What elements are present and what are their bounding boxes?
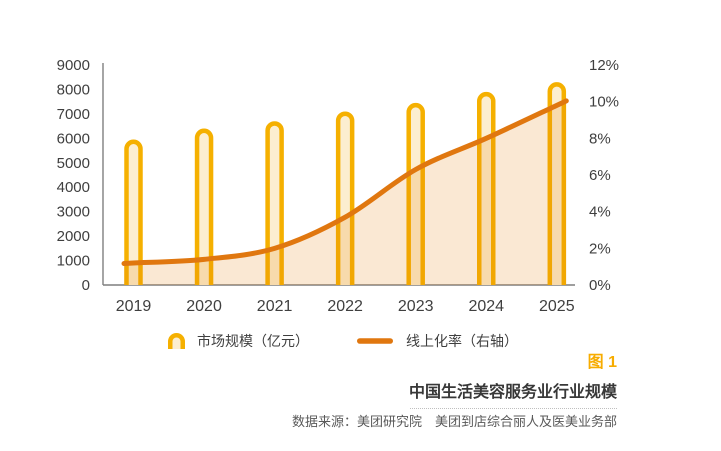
svg-text:3000: 3000: [57, 204, 90, 221]
left-axis-labels: 0 1000 2000 3000 4000 5000 6000 7000 8000 9000: [57, 57, 90, 294]
svg-text:2000: 2000: [57, 228, 90, 245]
svg-text:6000: 6000: [57, 130, 90, 147]
svg-text:1000: 1000: [57, 253, 90, 270]
chart-legend: 市场规模（亿元） 线上化率（右轴）: [0, 331, 721, 351]
bar-2023: [406, 102, 425, 285]
figure-source: 数据来源：美团研究院 美团到店综合丽人及医美业务部: [291, 414, 617, 429]
figure-caption: 图 1 中国生活美容服务业行业规模 数据来源：美团研究院 美团到店综合丽人及医美…: [217, 353, 617, 431]
svg-text:2021: 2021: [257, 298, 293, 315]
svg-text:0: 0: [82, 277, 90, 294]
svg-text:9000: 9000: [57, 57, 90, 74]
online-rate-line: [121, 98, 569, 266]
bar-legend-icon: [168, 333, 185, 349]
bar-2021: [265, 121, 284, 285]
bar-series: [124, 82, 567, 285]
legend-label-market-size: 市场规模（亿元）: [197, 333, 309, 349]
svg-text:2020: 2020: [186, 298, 222, 315]
svg-text:2025: 2025: [539, 298, 575, 315]
svg-text:8%: 8%: [589, 130, 611, 147]
bar-2020: [194, 128, 214, 285]
svg-text:2022: 2022: [327, 298, 363, 315]
x-axis-labels: 2019 2020 2021 2022 2023 2024 2025: [116, 298, 575, 315]
svg-text:8000: 8000: [57, 81, 90, 98]
svg-text:2024: 2024: [468, 298, 504, 315]
svg-text:2%: 2%: [589, 240, 611, 257]
legend-item-market-size: 市场规模（亿元）: [168, 332, 309, 350]
bar-2019: [124, 139, 143, 285]
svg-text:6%: 6%: [589, 167, 611, 184]
caption-divider: [410, 408, 617, 409]
legend-item-online-rate: 线上化率（右轴）: [356, 332, 518, 350]
figure-number-label: 图 1: [587, 354, 617, 371]
right-axis-labels: 0% 2% 4% 6% 8% 10% 12%: [589, 57, 619, 294]
svg-text:4000: 4000: [57, 179, 90, 196]
bar-2025: [547, 82, 567, 285]
svg-text:4%: 4%: [589, 204, 611, 221]
legend-label-online-rate: 线上化率（右轴）: [406, 333, 518, 349]
svg-text:7000: 7000: [57, 106, 90, 123]
line-area-fill: [124, 100, 567, 285]
figure-title: 中国生活美容服务业行业规模: [408, 384, 617, 401]
svg-text:0%: 0%: [589, 277, 611, 294]
combo-chart: 0 1000 2000 3000 4000 5000 6000 7000 8000 9000 0% 2…: [57, 57, 619, 315]
line-legend-icon: [357, 338, 393, 344]
svg-text:12%: 12%: [589, 57, 619, 74]
svg-text:2023: 2023: [398, 298, 434, 315]
svg-text:5000: 5000: [57, 155, 90, 172]
svg-text:10%: 10%: [589, 94, 619, 111]
svg-text:2019: 2019: [116, 298, 152, 315]
